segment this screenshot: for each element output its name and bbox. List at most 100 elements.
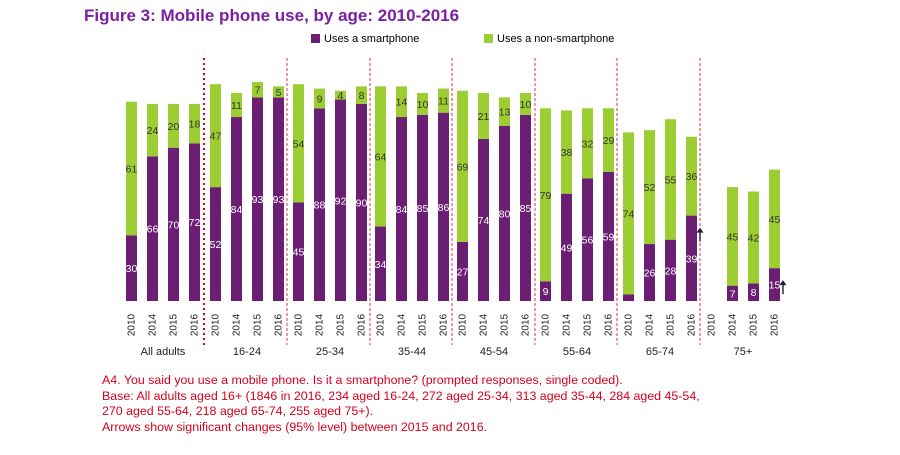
- legend-label-non-smartphone: Uses a non-smartphone: [497, 33, 614, 45]
- bar-smartphone: [335, 99, 346, 302]
- data-label-smartphone: 30: [126, 263, 138, 275]
- year-tick-label: 2016: [687, 313, 698, 336]
- bar-non-smartphone: [189, 103, 200, 144]
- data-label-non-smartphone: 18: [189, 119, 201, 131]
- legend-swatch-smartphone: [311, 34, 320, 43]
- year-tick-label: 2015: [418, 313, 429, 336]
- bar-non-smartphone: [126, 101, 137, 236]
- data-label-non-smartphone: 32: [582, 138, 594, 150]
- bar-smartphone: [417, 114, 428, 301]
- bar-non-smartphone: [561, 110, 572, 194]
- bar-smartphone: [478, 138, 489, 301]
- year-tick-label: 2014: [479, 313, 490, 336]
- year-tick-label: 2016: [439, 313, 450, 336]
- group-label: 16-24: [233, 346, 261, 358]
- bar-non-smartphone: [417, 92, 428, 115]
- data-label-non-smartphone: 13: [499, 107, 511, 119]
- year-tick-label: 2010: [707, 313, 718, 336]
- year-tick-label: 2014: [645, 313, 656, 336]
- data-label-smartphone: 70: [168, 219, 180, 231]
- year-tick-label: 2010: [376, 313, 387, 336]
- data-label-smartphone: 49: [561, 242, 573, 254]
- year-tick-label: 2016: [770, 313, 781, 336]
- year-tick-label: 2015: [253, 313, 264, 336]
- bar-non-smartphone: [210, 84, 221, 188]
- year-tick-label: 2010: [211, 313, 222, 336]
- data-label-smartphone: 59: [603, 231, 615, 243]
- data-label-smartphone: 26: [644, 268, 656, 280]
- data-label-non-smartphone: 74: [623, 208, 635, 220]
- data-label-non-smartphone: 14: [396, 97, 408, 109]
- legend-swatch-non-smartphone: [484, 34, 493, 43]
- data-label-non-smartphone: 79: [540, 190, 552, 202]
- data-label-smartphone: 28: [665, 265, 677, 277]
- bar-smartphone: [686, 215, 697, 301]
- year-tick-label: 2015: [666, 313, 677, 336]
- data-label-non-smartphone: 8: [359, 90, 365, 102]
- bar-non-smartphone: [644, 130, 655, 245]
- year-tick-label: 2010: [624, 313, 635, 336]
- bar-smartphone: [189, 143, 200, 301]
- bar-smartphone: [375, 226, 386, 301]
- bar-non-smartphone: [748, 191, 759, 284]
- data-label-smartphone: 45: [293, 247, 305, 259]
- data-label-non-smartphone: 24: [147, 125, 159, 137]
- bar-non-smartphone: [147, 103, 158, 157]
- data-label-smartphone: 88: [314, 200, 326, 212]
- bar-smartphone: [748, 283, 759, 301]
- data-label-smartphone: 84: [231, 204, 243, 216]
- data-label-non-smartphone: 29: [603, 135, 615, 147]
- data-label-non-smartphone: 11: [231, 100, 242, 112]
- bar-smartphone: [147, 156, 158, 301]
- bar-smartphone: [252, 97, 263, 301]
- note-base: Base: All adults aged 16+ (1846 in 2016,…: [102, 388, 700, 403]
- bar-non-smartphone: [168, 103, 179, 148]
- bar-smartphone: [168, 147, 179, 301]
- data-label-non-smartphone: 7: [255, 85, 261, 97]
- year-tick-label: 2015: [749, 313, 760, 336]
- data-label-non-smartphone: 45: [769, 214, 781, 226]
- data-label-non-smartphone: 9: [317, 93, 323, 105]
- data-label-smartphone: 7: [730, 288, 736, 300]
- significance-arrow-head: [696, 227, 704, 233]
- year-tick-label: 2016: [274, 313, 285, 336]
- data-label-non-smartphone: 55: [665, 174, 677, 186]
- year-tick-label: 2014: [562, 313, 573, 336]
- year-tick-label: 2015: [500, 313, 511, 336]
- data-label-non-smartphone: 10: [417, 99, 429, 111]
- year-tick-label: 2010: [127, 313, 138, 336]
- data-label-non-smartphone: 36: [686, 171, 698, 183]
- data-label-smartphone: 8: [751, 287, 757, 299]
- year-tick-label: 2015: [583, 313, 594, 336]
- year-tick-label: 2014: [148, 313, 159, 336]
- stacked-bar-chart: Uses a smartphone Uses a non-smartphone …: [126, 33, 787, 358]
- year-tick-label: 2015: [169, 313, 180, 336]
- bar-non-smartphone: [499, 97, 510, 126]
- bar-non-smartphone: [457, 90, 468, 242]
- data-label-smartphone: 72: [189, 217, 201, 229]
- chart-legend: Uses a smartphone Uses a non-smartphone: [311, 33, 614, 45]
- data-label-smartphone: 66: [147, 224, 159, 236]
- data-label-non-smartphone: 10: [520, 99, 532, 111]
- data-label-smartphone: 93: [252, 194, 264, 206]
- bar-smartphone: [582, 178, 593, 301]
- note-question: A4. You said you use a mobile phone. Is …: [102, 373, 623, 387]
- bar-non-smartphone: [231, 92, 242, 118]
- bar-non-smartphone: [293, 84, 304, 203]
- year-tick-label: 2010: [458, 313, 469, 336]
- bar-non-smartphone: [396, 86, 407, 118]
- bar-non-smartphone: [727, 187, 738, 286]
- bar-smartphone: [273, 97, 284, 301]
- bar-smartphone: [561, 193, 572, 301]
- group-label: 35-44: [398, 346, 426, 358]
- data-label-non-smartphone: 45: [727, 231, 739, 243]
- data-label-non-smartphone: 61: [126, 164, 138, 176]
- bar-non-smartphone: [603, 108, 614, 172]
- data-label-non-smartphone: 38: [561, 147, 573, 159]
- note-arrows: Arrows show significant changes (95% lev…: [102, 419, 488, 434]
- year-tick-label: 2010: [541, 313, 552, 336]
- bar-smartphone: [356, 103, 367, 302]
- data-label-smartphone: 80: [499, 208, 511, 220]
- bar-smartphone: [727, 285, 738, 301]
- bar-smartphone: [231, 117, 242, 301]
